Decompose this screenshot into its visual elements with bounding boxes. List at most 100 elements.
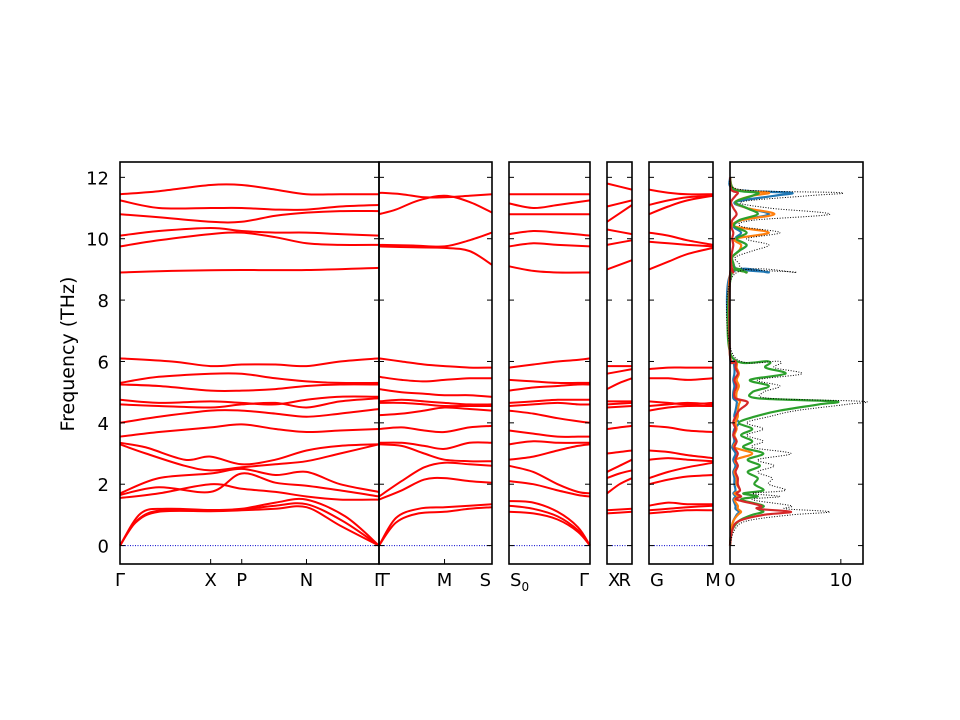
band-line-12 [119, 383, 380, 393]
x-tick-label-3-0: X [608, 570, 620, 591]
band-line-84 [648, 424, 714, 433]
band-line-51 [508, 357, 591, 369]
band-line-46 [508, 409, 591, 424]
band-line-9 [119, 408, 380, 424]
dos-x-tick-label-1: 10 [829, 570, 852, 591]
band-line-4 [119, 472, 380, 498]
band-line-73 [606, 228, 633, 236]
band-line-95 [648, 188, 714, 196]
band-line-58 [606, 510, 633, 515]
band-line-76 [606, 182, 633, 191]
band-line-54 [508, 229, 591, 237]
band-line-87 [648, 400, 714, 406]
panel-frame-5 [729, 161, 864, 565]
y-axis-label: Frequency (THz) [57, 277, 79, 432]
band-line-13 [119, 372, 380, 385]
band-line-85 [648, 404, 714, 412]
band-line-17 [119, 227, 380, 237]
band-line-91 [648, 240, 714, 248]
band-line-30 [378, 398, 493, 406]
band-line-11 [119, 395, 380, 406]
x-tick-label-0-2: P [236, 570, 247, 591]
x-tick-label-sub-2-0: 0 [521, 580, 529, 594]
band-line-72 [606, 239, 633, 246]
band-line-93 [648, 194, 714, 216]
panel-frame-0 [119, 161, 380, 565]
dos-x-tick-label-0: 0 [724, 570, 735, 591]
band-line-26 [378, 441, 493, 450]
dos-line-4 [728, 177, 793, 546]
band-line-50 [508, 378, 590, 385]
band-line-22 [378, 503, 493, 547]
y-tick-label-1: 2 [98, 475, 109, 496]
x-tick-label-2-0: S0 [510, 570, 529, 594]
band-line-18 [119, 209, 380, 224]
x-tick-label-1-0: Γ [380, 570, 390, 591]
panel-frame-1 [378, 161, 493, 565]
band-line-2 [119, 497, 380, 547]
band-line-92 [648, 231, 714, 246]
x-tick-label-1-2: S [480, 570, 491, 591]
band-line-71 [606, 259, 633, 271]
band-line-81 [648, 461, 714, 480]
panel-frames [119, 161, 864, 565]
band-line-75 [606, 199, 633, 208]
y-tick-label-5: 10 [86, 230, 109, 251]
band-line-48 [508, 398, 590, 404]
band-line-19 [119, 199, 380, 211]
band-line-69 [606, 368, 633, 375]
band-line-63 [606, 449, 633, 455]
band-line-49 [508, 383, 591, 392]
x-tick-label-0-3: N [300, 570, 313, 591]
panel-frame-4 [648, 161, 714, 565]
band-line-66 [606, 401, 633, 406]
band-line-83 [648, 449, 714, 460]
y-tick-label-3: 6 [98, 352, 109, 373]
x-tick-label-4-0: G [650, 570, 664, 591]
band-line-77 [648, 509, 714, 515]
band-line-3 [119, 483, 380, 501]
band-line-56 [508, 199, 591, 210]
band-line-33 [378, 357, 493, 369]
band-line-28 [378, 406, 493, 417]
x-tick-label-0-0: Γ [115, 570, 125, 591]
band-line-79 [648, 501, 714, 507]
band-line-24 [378, 461, 493, 498]
band-line-21 [378, 506, 493, 547]
band-line-94 [648, 194, 714, 206]
x-tick-label-4-1: M [705, 570, 721, 591]
band-line-14 [119, 357, 380, 368]
dos-line-0 [725, 176, 868, 546]
band-line-74 [606, 204, 633, 223]
band-line-64 [606, 424, 633, 430]
band-line-42 [508, 464, 591, 495]
band-line-82 [648, 457, 714, 463]
y-tick-label-0: 0 [98, 537, 109, 558]
panel-frame-2 [508, 161, 591, 565]
x-tick-label-0-1: X [204, 570, 216, 591]
x-tick-label-3-1: R [618, 570, 631, 591]
band-line-0 [119, 505, 380, 547]
band-line-39 [508, 504, 591, 547]
band-line-40 [508, 500, 591, 547]
x-tick-label-1-1: M [437, 570, 453, 591]
band-line-36 [378, 194, 493, 216]
dos-line-3 [726, 176, 840, 546]
band-line-41 [508, 480, 591, 498]
band-line-37 [378, 191, 493, 199]
band-line-88 [648, 377, 714, 381]
y-tick-label-2: 4 [98, 414, 109, 435]
band-line-89 [648, 366, 713, 371]
band-line-31 [378, 388, 493, 398]
band-line-38 [508, 510, 591, 547]
x-tick-label-0-4: Γ [374, 570, 384, 591]
band-line-15 [119, 266, 380, 274]
band-line-6 [119, 443, 380, 472]
band-line-16 [119, 231, 380, 248]
band-line-68 [606, 377, 633, 391]
panel-frame-3 [606, 161, 633, 565]
band-line-25 [378, 443, 493, 463]
band-line-65 [606, 405, 633, 409]
band-line-45 [508, 429, 590, 438]
